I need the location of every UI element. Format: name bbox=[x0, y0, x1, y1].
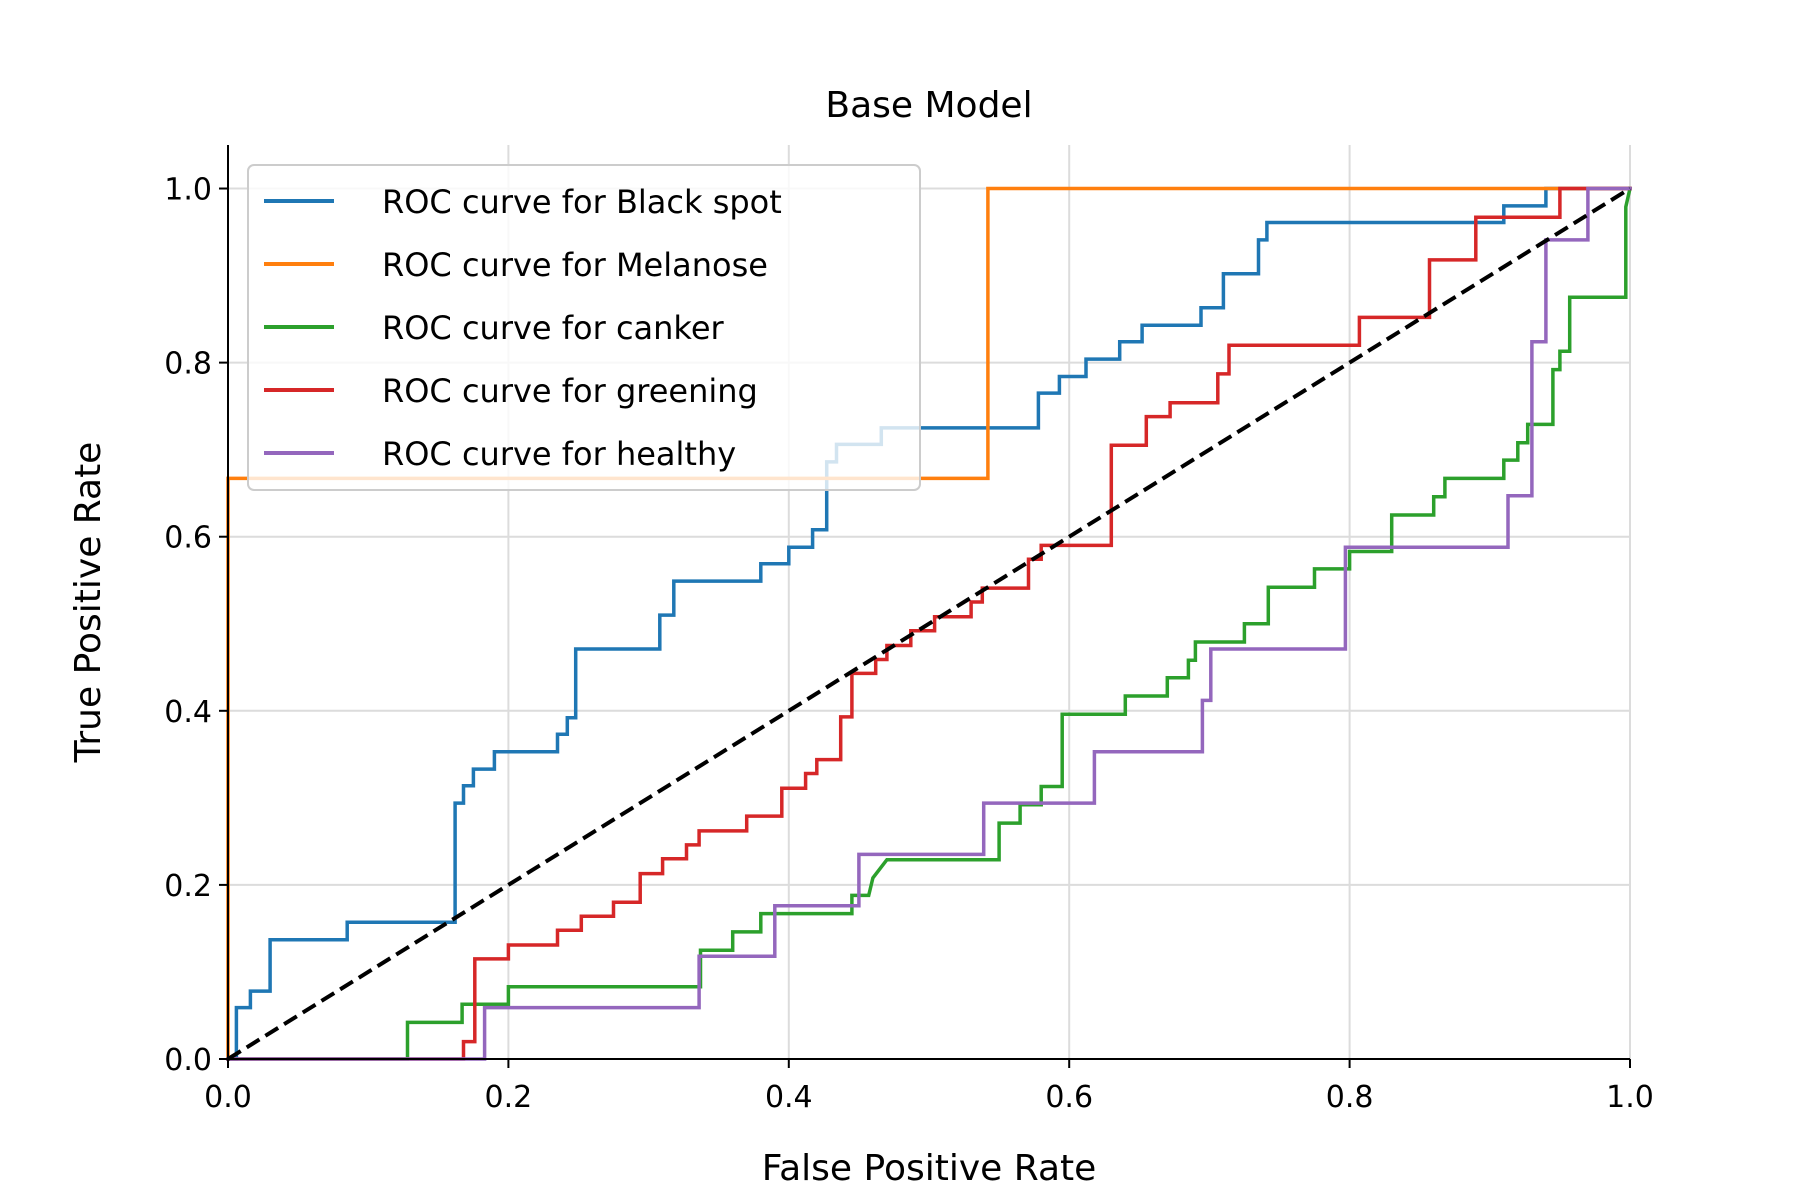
legend-label: ROC curve for canker bbox=[382, 309, 725, 347]
legend-label: ROC curve for greening bbox=[382, 372, 758, 410]
y-tick-label: 0.8 bbox=[164, 347, 212, 382]
ticks: 0.0 0.2 0.4 0.6 0.8 1.0 0.0 0.2 0.4 0.6 0.8 1.0 bbox=[164, 173, 1654, 1115]
y-tick-label: 0.4 bbox=[164, 695, 212, 730]
x-tick-label: 0.0 bbox=[204, 1080, 252, 1115]
series-line-0 bbox=[226, 186, 1632, 1061]
y-tick-label: 0.0 bbox=[164, 1043, 212, 1078]
legend-label: ROC curve for Black spot bbox=[382, 183, 782, 221]
y-axis-label: True Positive Rate bbox=[68, 442, 109, 764]
x-tick-label: 0.4 bbox=[765, 1080, 813, 1115]
legend-box bbox=[247, 164, 921, 491]
legend: ROC curve for Black spot ROC curve for Me… bbox=[247, 164, 921, 491]
y-tick-label: 0.2 bbox=[164, 869, 212, 904]
chart-title: Base Model bbox=[825, 85, 1032, 126]
axes bbox=[227, 145, 1630, 1060]
chance-diagonal-line bbox=[226, 186, 1632, 1061]
x-axis-label: False Positive Rate bbox=[762, 1148, 1097, 1189]
legend-label: ROC curve for healthy bbox=[382, 435, 736, 473]
x-tick-label: 1.0 bbox=[1606, 1080, 1654, 1115]
x-tick-label: 0.2 bbox=[485, 1080, 533, 1115]
x-tick-label: 0.8 bbox=[1326, 1080, 1374, 1115]
y-tick-label: 1.0 bbox=[164, 173, 212, 208]
y-tick-label: 0.6 bbox=[164, 521, 212, 556]
series-line-4 bbox=[226, 186, 1632, 1061]
series-line-3 bbox=[226, 186, 1632, 1061]
x-tick-label: 0.6 bbox=[1045, 1080, 1093, 1115]
series-line-2 bbox=[226, 186, 1633, 1061]
legend-label: ROC curve for Melanose bbox=[382, 246, 768, 284]
